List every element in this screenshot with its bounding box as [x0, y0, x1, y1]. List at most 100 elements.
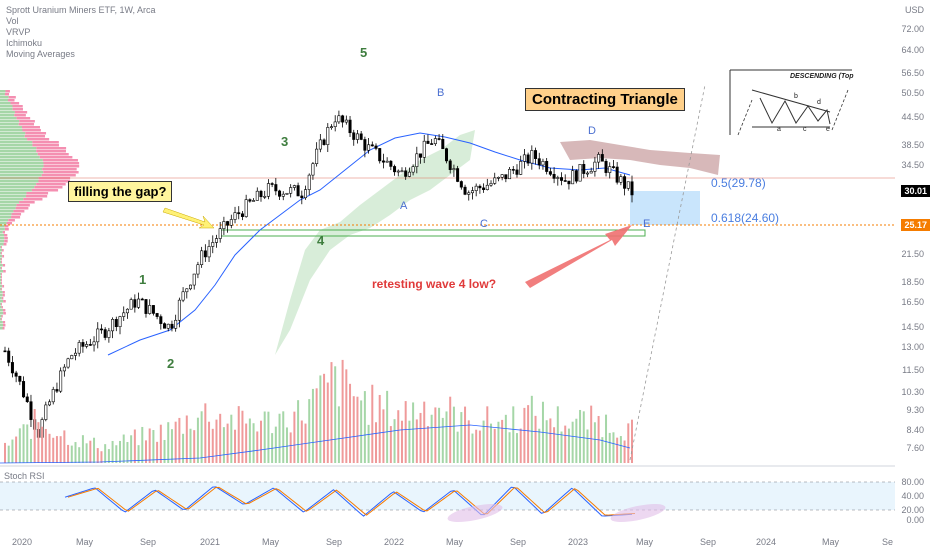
gap-zone	[219, 229, 646, 237]
vp-bar-down	[22, 129, 41, 132]
vp-bar-up	[0, 156, 40, 159]
vp-bar-down	[8, 96, 16, 99]
candle	[177, 297, 181, 328]
candle	[307, 173, 311, 196]
vp-bar-up	[0, 297, 2, 300]
volume-bar	[319, 375, 322, 463]
candle	[400, 167, 404, 173]
time-tick: May	[446, 537, 464, 547]
candle	[222, 216, 226, 235]
vp-bar-down	[12, 105, 23, 108]
volume-bar	[119, 440, 122, 463]
volume-bar	[182, 433, 185, 463]
vp-bar-down	[10, 102, 20, 105]
volume-bar	[579, 409, 582, 463]
candle	[493, 172, 497, 185]
retest-callout: retesting wave 4 low?	[372, 277, 497, 291]
vp-bar-up	[0, 264, 3, 267]
candle	[522, 148, 526, 169]
volume-bar	[311, 388, 314, 463]
volume-bar	[4, 442, 6, 463]
vp-bar-down	[1, 273, 2, 276]
volume-bar	[530, 395, 533, 463]
vp-bar-down	[5, 90, 10, 93]
volume-bar	[419, 412, 422, 463]
candle	[500, 174, 504, 181]
vp-bar-up	[0, 210, 14, 213]
candle	[504, 174, 508, 183]
vp-bar-down	[7, 99, 15, 102]
candle	[582, 160, 586, 179]
volume-bar	[126, 442, 129, 463]
candle	[144, 299, 148, 318]
volume-bar	[15, 436, 18, 463]
vp-bar-up	[0, 321, 3, 324]
vp-bar-up	[0, 144, 33, 147]
vp-bar-up	[0, 123, 19, 126]
volume-bar	[144, 440, 147, 463]
candle	[619, 174, 623, 186]
volume-bar	[37, 422, 40, 463]
volume-bar	[412, 402, 415, 463]
candle	[571, 165, 575, 185]
vp-bar-up	[0, 120, 20, 123]
price-tick: 56.50	[901, 68, 924, 78]
volume-bar	[81, 435, 84, 463]
volume-bar	[371, 384, 374, 463]
candle	[541, 158, 545, 170]
candle	[348, 115, 352, 138]
vp-bar-up	[0, 222, 7, 225]
vp-bar-up	[0, 171, 44, 174]
candle	[55, 382, 59, 393]
vp-bar-up	[0, 99, 8, 102]
candle	[437, 134, 441, 141]
volume-bar	[148, 428, 151, 463]
vp-bar-up	[0, 240, 5, 243]
vp-bar-down	[2, 309, 6, 312]
candle	[326, 123, 330, 153]
indicator-ichimoku[interactable]: Ichimoku	[6, 38, 43, 48]
indicator-vrvp[interactable]: VRVP	[6, 27, 31, 37]
candle	[597, 152, 601, 169]
volume-bar	[612, 432, 615, 463]
candle	[389, 160, 393, 171]
time-tick: May	[636, 537, 654, 547]
symbol-title: Sprott Uranium Miners ETF, 1W, Arca	[6, 5, 156, 15]
volume-bar	[44, 428, 47, 463]
candle	[29, 394, 33, 428]
volume-bar	[430, 414, 433, 463]
vp-bar-down	[4, 237, 8, 240]
volume-bar	[59, 436, 62, 463]
price-tick: 21.50	[901, 249, 924, 259]
volume-bar	[571, 421, 574, 463]
vp-bar-up	[0, 141, 33, 144]
volume-bar	[159, 424, 162, 463]
volume-bar	[393, 419, 396, 463]
candle	[404, 167, 408, 180]
candle	[62, 364, 66, 377]
vp-bar-up	[0, 237, 5, 240]
vp-bar-down	[2, 255, 5, 258]
candle	[552, 167, 556, 184]
vp-bar-down	[2, 291, 5, 294]
candle	[103, 327, 107, 341]
vp-bar-up	[0, 219, 9, 222]
indicator-vol[interactable]: Vol	[6, 16, 19, 26]
volume-bar	[452, 406, 455, 463]
candle	[407, 167, 411, 178]
candle	[419, 153, 423, 164]
gap-callout: filling the gap?	[68, 181, 173, 202]
vp-bar-up	[0, 243, 4, 246]
volume-bar	[486, 406, 489, 463]
volume-bar	[408, 420, 411, 463]
time-tick: Sep	[700, 537, 717, 547]
volume-bar	[356, 396, 359, 463]
vp-bar-up	[0, 306, 2, 309]
vp-bar-down	[2, 321, 6, 324]
vp-bar-up	[0, 285, 3, 288]
volume-bar	[78, 447, 81, 463]
inset-label-e: e	[826, 126, 830, 133]
indicator-ma[interactable]: Moving Averages	[6, 49, 75, 59]
candle	[363, 136, 367, 158]
